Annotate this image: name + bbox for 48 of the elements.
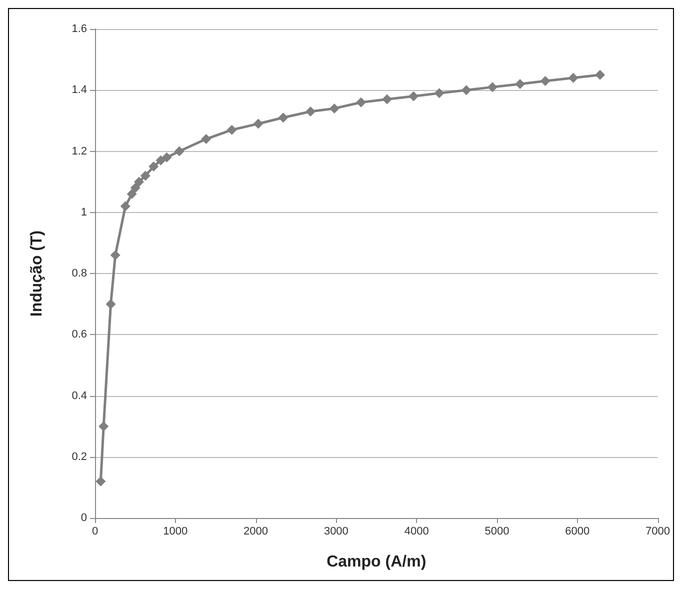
x-tick-label: 4000 — [404, 526, 429, 538]
point — [306, 106, 316, 117]
point — [568, 72, 578, 83]
point — [126, 189, 137, 200]
y-tick-label: 1.6 — [72, 23, 87, 35]
point — [253, 118, 264, 129]
point — [226, 124, 237, 135]
point — [156, 155, 166, 166]
point — [110, 250, 120, 260]
y-tick-label: 1.4 — [72, 84, 87, 96]
point — [434, 88, 444, 98]
point — [162, 152, 172, 162]
point — [98, 421, 109, 432]
x-axis-title: Campo (A/m) — [326, 554, 426, 570]
x-tick-label: 0 — [92, 526, 98, 538]
point — [148, 162, 159, 172]
y-tick-label: 0.8 — [72, 268, 87, 280]
point — [329, 103, 340, 114]
y-tick-label: 0.4 — [72, 390, 87, 402]
point — [408, 91, 419, 102]
point — [120, 201, 130, 212]
point — [174, 146, 184, 156]
point — [140, 170, 150, 181]
point — [382, 94, 392, 104]
y-tick-label: 0.2 — [72, 450, 87, 463]
x-tick-label: 3000 — [324, 526, 348, 538]
point — [96, 476, 106, 486]
point — [356, 97, 366, 108]
point — [201, 134, 212, 144]
point — [487, 82, 498, 92]
point — [134, 176, 144, 187]
y-tick-label: 0.6 — [72, 328, 87, 341]
point — [461, 85, 472, 96]
x-tick-label: 7000 — [646, 526, 670, 538]
y-axis-title: Indução (T) — [28, 230, 46, 317]
x-tick-label: 5000 — [484, 526, 510, 538]
x-tick-label: 2000 — [244, 526, 268, 538]
point — [595, 70, 606, 80]
point — [515, 79, 526, 90]
x-tick-label: 6000 — [565, 526, 590, 538]
y-tick-label: 1 — [80, 206, 87, 218]
point — [540, 76, 550, 86]
point — [130, 182, 140, 193]
point — [106, 299, 116, 310]
y-tick-label: 1.2 — [72, 145, 87, 158]
x-tick-label: 1000 — [163, 526, 188, 538]
point — [278, 112, 288, 123]
y-tick-label: 0 — [80, 512, 87, 524]
